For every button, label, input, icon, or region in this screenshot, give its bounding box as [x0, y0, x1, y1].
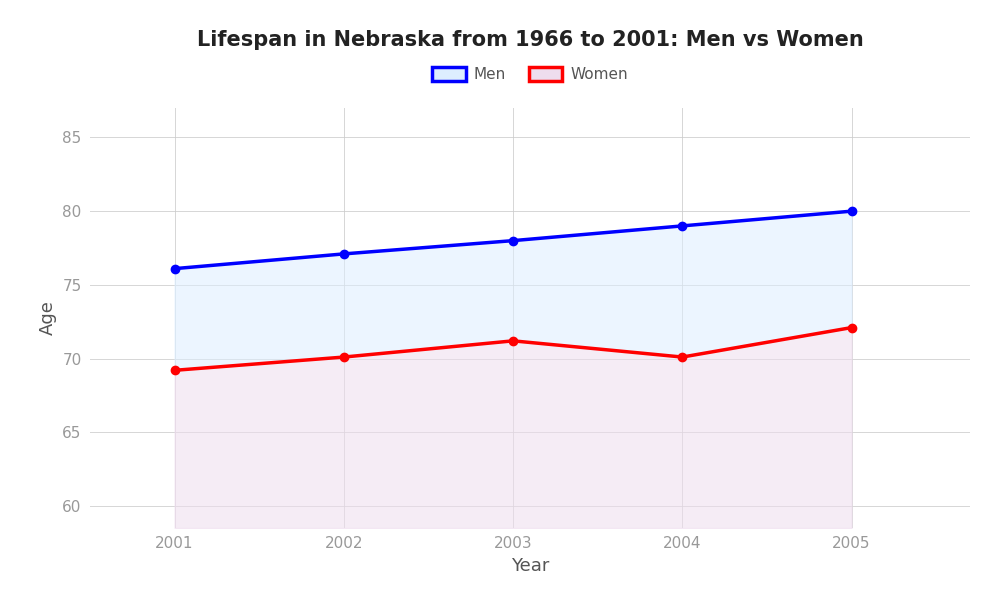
X-axis label: Year: Year: [511, 557, 549, 575]
Title: Lifespan in Nebraska from 1966 to 2001: Men vs Women: Lifespan in Nebraska from 1966 to 2001: …: [197, 29, 863, 49]
Legend: Men, Women: Men, Women: [426, 61, 634, 88]
Y-axis label: Age: Age: [39, 301, 57, 335]
